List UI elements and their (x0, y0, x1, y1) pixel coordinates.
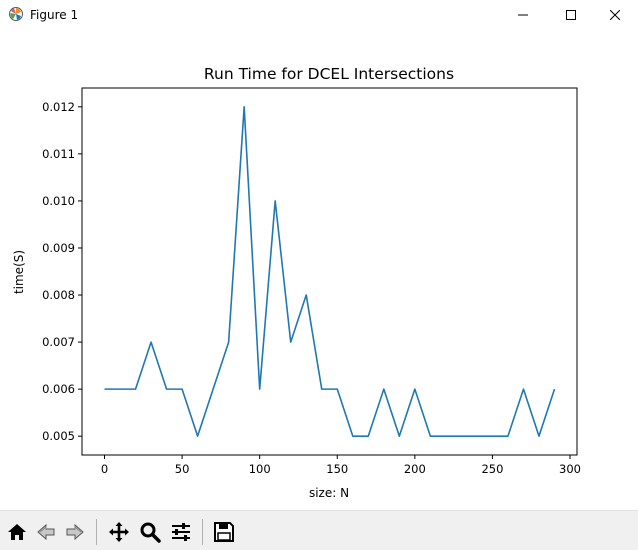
floppy-disk-icon (213, 521, 235, 543)
configure-subplots-button[interactable] (168, 519, 194, 545)
y-tick-label: 0.012 (42, 100, 75, 114)
y-tick-label: 0.006 (42, 382, 75, 396)
minimize-icon (518, 10, 528, 20)
home-icon (6, 521, 28, 543)
y-tick-label: 0.007 (42, 335, 75, 349)
x-tick-label: 200 (404, 462, 426, 476)
back-arrow-icon (35, 521, 57, 543)
home-button[interactable] (4, 519, 30, 545)
x-tick-label: 0 (101, 462, 108, 476)
maximize-icon (566, 10, 576, 20)
x-tick-label: 100 (249, 462, 271, 476)
matplotlib-icon (8, 6, 24, 22)
toolbar-separator (202, 519, 203, 545)
maximize-button[interactable] (548, 0, 594, 30)
pan-button[interactable] (106, 519, 132, 545)
y-tick-label: 0.009 (42, 241, 75, 255)
chart-title: Run Time for DCEL Intersections (204, 65, 454, 83)
x-axis-label: size: N (309, 486, 349, 500)
x-tick-label: 300 (559, 462, 581, 476)
close-icon (610, 10, 620, 20)
x-tick-label: 50 (175, 462, 190, 476)
plot-area (82, 88, 577, 455)
x-tick-label: 150 (326, 462, 348, 476)
y-tick-label: 0.010 (42, 194, 75, 208)
forward-arrow-icon (64, 521, 86, 543)
back-button[interactable] (33, 519, 59, 545)
move-icon (108, 521, 130, 543)
toolbar-separator (96, 519, 97, 545)
zoom-button[interactable] (137, 519, 163, 545)
minimize-button[interactable] (500, 0, 546, 30)
y-axis-label: time(S) (12, 250, 26, 294)
x-axis: 0 50 100 150 200 250 300 (101, 455, 581, 476)
navigation-toolbar (0, 510, 638, 550)
close-button[interactable] (592, 0, 638, 30)
y-tick-label: 0.005 (42, 429, 75, 443)
magnifier-icon (139, 521, 161, 543)
sliders-icon (170, 521, 192, 543)
window-titlebar: Figure 1 (0, 0, 638, 30)
x-tick-label: 250 (481, 462, 503, 476)
window-title: Figure 1 (30, 8, 78, 22)
forward-button[interactable] (62, 519, 88, 545)
y-tick-label: 0.011 (42, 147, 75, 161)
y-axis: 0.005 0.006 0.007 0.008 0.009 0.010 0.011 0.012 (42, 100, 82, 443)
line-chart: Run Time for DCEL Intersections 0 50 100 15… (0, 30, 638, 510)
y-tick-label: 0.008 (42, 288, 75, 302)
save-button[interactable] (211, 519, 237, 545)
figure-canvas[interactable]: Run Time for DCEL Intersections 0 50 100 15… (0, 30, 638, 510)
